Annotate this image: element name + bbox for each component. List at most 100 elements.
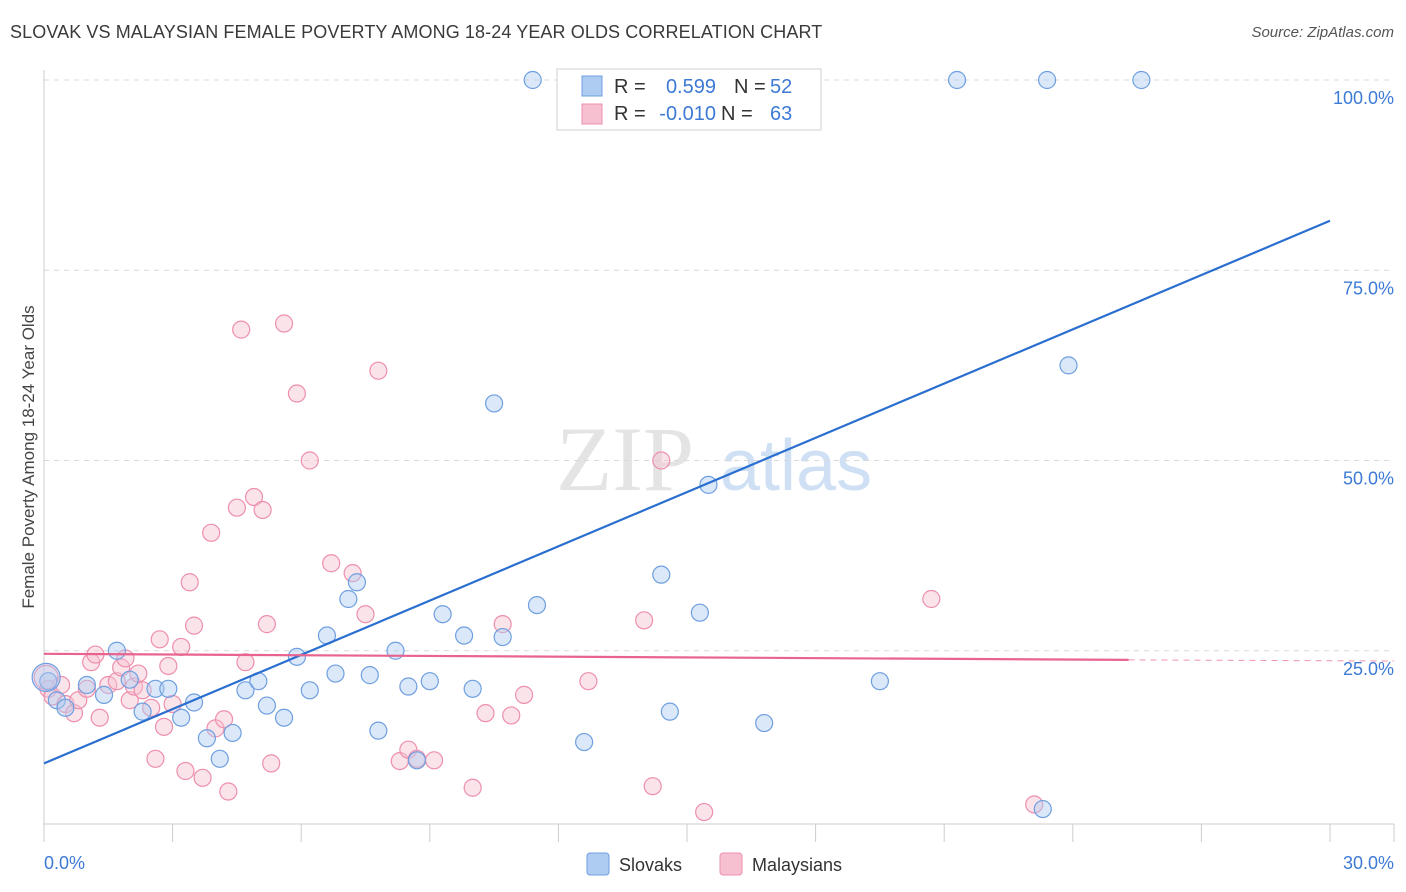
slovak-point xyxy=(223,723,242,743)
malaysian-point xyxy=(1025,795,1044,814)
malaysian-point xyxy=(219,782,238,801)
malaysian-point xyxy=(159,656,178,676)
slovak-point xyxy=(197,729,216,748)
slovak-point xyxy=(1059,356,1078,375)
malaysian-point xyxy=(300,451,319,470)
slovak-point xyxy=(300,681,319,700)
legend-n-value-slovaks: 52 xyxy=(770,76,792,98)
legend-r-label-malaysians: R = xyxy=(614,103,646,125)
slovak-point xyxy=(523,70,542,90)
malaysian-point xyxy=(502,706,521,725)
slovak-point xyxy=(369,721,388,740)
malaysian-point xyxy=(695,802,714,822)
slovak-point xyxy=(94,685,114,704)
malaysian-point xyxy=(262,754,281,773)
malaysian-point xyxy=(180,573,199,592)
malaysian-point xyxy=(154,717,174,736)
slovak-point xyxy=(433,605,452,624)
malaysians-points xyxy=(33,314,1044,822)
malaysian-point xyxy=(202,523,221,542)
slovak-point xyxy=(172,708,191,727)
gridlines xyxy=(44,79,1394,652)
malaysian-point xyxy=(463,778,482,797)
source-credit: Source: ZipAtlas.com xyxy=(1251,24,1394,41)
malaysian-point xyxy=(244,487,264,507)
slovak-point xyxy=(420,672,439,691)
slovak-point xyxy=(660,702,679,721)
legend-r-value-malaysians: -0.010 xyxy=(659,103,716,125)
slovak-point xyxy=(257,696,277,715)
y-tick-label: 100.0% xyxy=(1333,88,1394,108)
legend-n-label-slovaks: N = xyxy=(734,76,766,98)
slovak-point xyxy=(133,702,152,721)
malaysian-point xyxy=(515,685,534,704)
slovak-point xyxy=(1132,70,1151,90)
slovak-point xyxy=(56,698,75,717)
bottom-legend-malaysians: Malaysians xyxy=(752,855,842,875)
slovak-point xyxy=(274,708,294,727)
slovak-point xyxy=(947,70,967,90)
slovak-point xyxy=(360,666,379,685)
malaysian-point xyxy=(193,768,212,787)
malaysian-point xyxy=(227,498,246,517)
chart-title: SLOVAK VS MALAYSIAN FEMALE POVERTY AMONG… xyxy=(10,22,823,42)
malaysian-point xyxy=(343,564,362,583)
slovak-point xyxy=(39,672,58,691)
malaysians-trend-line xyxy=(43,652,1129,661)
y-tick-labels: 25.0% 50.0% 75.0% 100.0% xyxy=(1333,88,1394,679)
malaysian-point xyxy=(369,361,388,380)
legend-r-label-slovaks: R = xyxy=(614,76,646,98)
malaysian-point xyxy=(424,751,444,770)
trend-lines xyxy=(43,219,1395,765)
malaysian-point xyxy=(184,616,204,635)
slovak-point xyxy=(454,626,474,645)
slovak-point xyxy=(870,672,890,691)
malaysian-point xyxy=(99,675,118,695)
malaysian-point xyxy=(90,708,109,727)
malaysian-point xyxy=(493,615,512,634)
slovak-point xyxy=(77,675,96,695)
legend-n-label-malaysians: N = xyxy=(721,103,753,125)
malaysian-point xyxy=(476,704,495,723)
slovak-point xyxy=(690,603,709,622)
slovak-point xyxy=(575,732,594,752)
malaysian-point xyxy=(922,589,941,609)
slovak-point xyxy=(236,681,255,700)
y-axis-label: Female Poverty Among 18-24 Year Olds xyxy=(19,305,38,608)
malaysian-point xyxy=(236,653,255,672)
malaysian-point xyxy=(142,698,161,717)
slovak-point xyxy=(399,677,418,696)
malaysian-point xyxy=(150,630,169,649)
malaysian-point xyxy=(322,554,341,573)
slovak-point xyxy=(755,713,774,733)
malaysian-point xyxy=(287,384,307,403)
slovak-point xyxy=(326,664,345,683)
malaysian-point xyxy=(120,691,139,710)
bottom-legend-swatch-malaysians xyxy=(719,852,743,876)
malaysian-point xyxy=(176,761,195,781)
slovak-point xyxy=(527,595,547,615)
slovak-point xyxy=(339,589,358,609)
slovak-point xyxy=(652,565,671,584)
y-tick-label: 75.0% xyxy=(1343,278,1394,298)
y-tick-label: 50.0% xyxy=(1343,469,1394,489)
slovak-point xyxy=(107,641,126,660)
slovak-point xyxy=(347,573,367,592)
malaysian-point xyxy=(77,679,96,698)
malaysian-point xyxy=(257,615,277,634)
malaysian-point xyxy=(643,777,662,796)
x-tick-label-min: 0.0% xyxy=(44,853,85,873)
legend-swatch-slovaks xyxy=(581,75,603,97)
malaysians-trend-extension xyxy=(1128,659,1395,662)
watermark-zip: ZIP xyxy=(556,408,694,510)
slovak-point xyxy=(463,679,482,698)
malaysian-point xyxy=(232,320,251,339)
slovak-point xyxy=(120,670,139,689)
watermark-atlas: atlas xyxy=(720,426,872,506)
y-tick-label: 25.0% xyxy=(1343,659,1394,679)
malaysian-point xyxy=(652,451,671,470)
correlation-legend: R = 0.599 N = 52 R = -0.010 N = 63 xyxy=(556,68,822,131)
series-legend: Slovaks Malaysians xyxy=(586,852,842,876)
malaysian-point xyxy=(253,500,272,520)
